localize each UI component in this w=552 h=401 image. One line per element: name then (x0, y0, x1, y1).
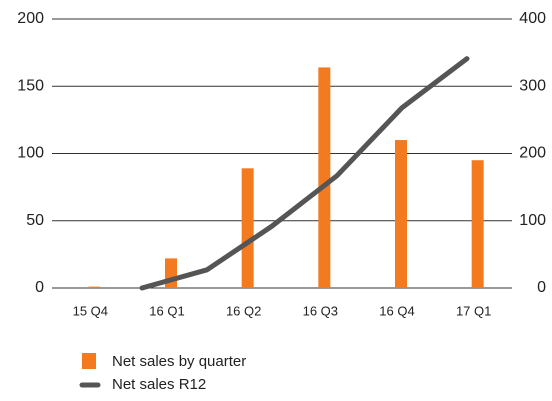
bar (88, 286, 101, 288)
y-tick-label: 0 (35, 279, 44, 296)
y-tick-label: 100 (17, 145, 44, 162)
bar (241, 168, 254, 288)
legend-label: Net sales by quarter (112, 353, 246, 370)
y2-tick-label: 200 (519, 145, 546, 162)
y-tick-label: 50 (26, 212, 44, 229)
legend-swatch (82, 353, 96, 369)
bar (318, 67, 331, 288)
line (139, 56, 470, 291)
y2-tick-label: 400 (519, 10, 546, 27)
y2-tick-label: 0 (537, 279, 546, 296)
x-tick-label: 15 Q4 (73, 303, 108, 318)
legend-label: Net sales R12 (112, 376, 206, 393)
y2-tick-label: 300 (519, 77, 546, 94)
bar (471, 160, 484, 288)
y-tick-label: 150 (17, 77, 44, 94)
y-tick-label: 200 (17, 10, 44, 27)
x-tick-label: 16 Q1 (149, 303, 184, 318)
x-tick-label: 16 Q3 (303, 303, 338, 318)
x-tick-label: 16 Q4 (379, 303, 414, 318)
x-tick-label: 16 Q2 (226, 303, 261, 318)
x-tick-label: 17 Q1 (456, 303, 491, 318)
y2-tick-label: 100 (519, 212, 546, 229)
bar (395, 140, 407, 288)
